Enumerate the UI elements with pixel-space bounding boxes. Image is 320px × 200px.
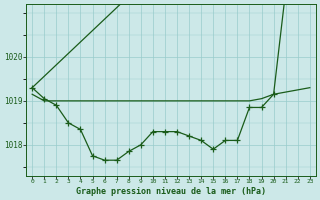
X-axis label: Graphe pression niveau de la mer (hPa): Graphe pression niveau de la mer (hPa) (76, 187, 266, 196)
